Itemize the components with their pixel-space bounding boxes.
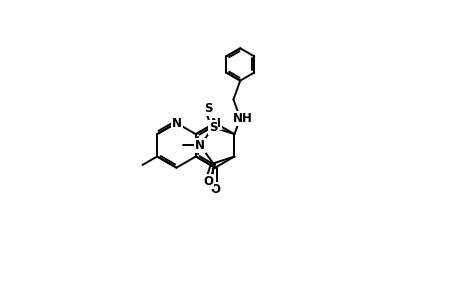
Text: S: S (208, 121, 217, 134)
Text: N: N (210, 116, 220, 130)
Text: N: N (195, 139, 205, 152)
Text: N: N (172, 116, 182, 130)
Text: NH: NH (232, 112, 252, 125)
Text: O: O (203, 175, 213, 188)
Text: O: O (210, 183, 220, 196)
Text: S: S (204, 102, 212, 116)
